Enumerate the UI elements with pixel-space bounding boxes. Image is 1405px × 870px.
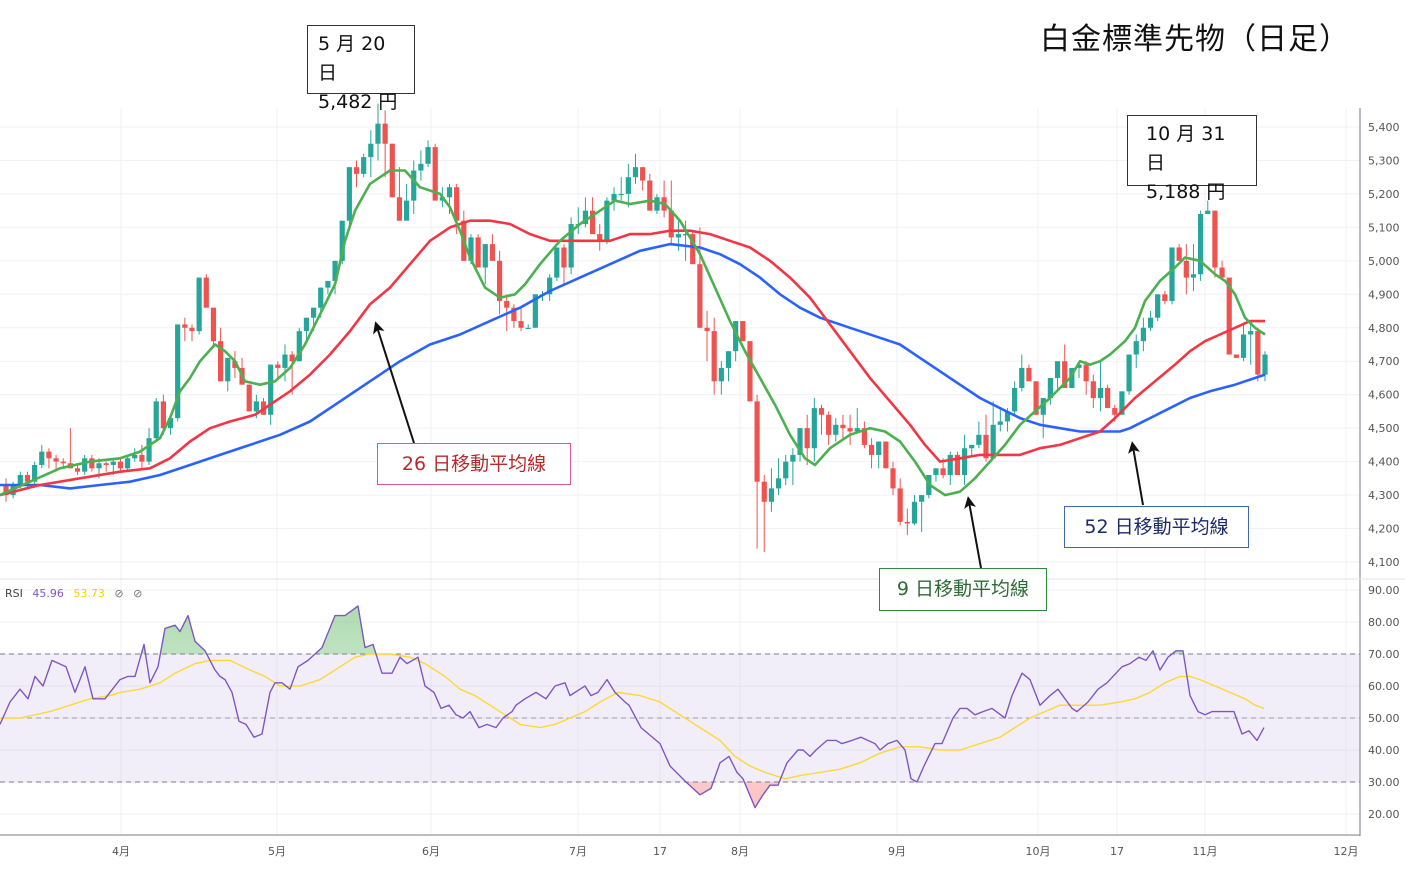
candlestick-series: [3, 103, 1268, 552]
rsi-lines: [0, 605, 1265, 809]
rsi-label: RSI: [5, 587, 23, 600]
price-tick: 4,100: [1368, 556, 1400, 569]
callout-price: 5,188 円: [1146, 181, 1226, 203]
rsi-tick: 20.00: [1368, 808, 1400, 821]
price-tick: 4,500: [1368, 422, 1400, 435]
rsi-tick: 30.00: [1368, 776, 1400, 789]
rsi-band: [0, 653, 1360, 783]
price-tick: 5,200: [1368, 188, 1400, 201]
time-tick: 8月: [731, 845, 749, 858]
ma26-label: 26 日移動平均線: [377, 443, 571, 485]
time-tick: 9月: [888, 845, 906, 858]
rsi-ma-value: 53.73: [73, 587, 105, 600]
callout-may-high: 5 月 20 日 5,482 円: [307, 25, 415, 113]
rsi-tick: 70.00: [1368, 648, 1400, 661]
chart-title: 白金標準先物（日足）: [1040, 22, 1350, 57]
price-tick: 4,700: [1368, 355, 1400, 368]
time-tick: 17: [653, 845, 667, 858]
axes: 5,400 5,300 5,200 5,100 5,000 4,900 4,800 4,700…: [0, 108, 1405, 870]
rsi-tick: 90.00: [1368, 584, 1400, 597]
time-tick: 12月: [1334, 845, 1359, 858]
rsi-legend[interactable]: RSI 45.96 53.73 ⊘ ⊘: [5, 587, 148, 600]
ma26-line: [0, 219, 1265, 497]
time-tick: 6月: [422, 845, 440, 858]
callout-oct-high: 10 月 31 日 5,188 円: [1127, 115, 1257, 203]
arrow-9ma: [964, 496, 982, 569]
arrow-52ma: [1128, 441, 1144, 506]
price-tick: 5,000: [1368, 255, 1400, 268]
hidden-icon[interactable]: ⊘: [114, 587, 124, 600]
price-tick: 5,100: [1368, 221, 1400, 234]
price-tick: 5,300: [1368, 154, 1400, 167]
time-tick: 11月: [1193, 845, 1218, 858]
annotation-arrows: [373, 321, 1144, 569]
rsi-tick: 50.00: [1368, 712, 1400, 725]
moving-average-lines: [0, 169, 1266, 497]
callout-date: 5 月 20 日: [318, 33, 386, 84]
time-tick: 4月: [112, 845, 130, 858]
rsi-value: 45.96: [32, 587, 64, 600]
ma9-label: 9 日移動平均線: [879, 568, 1047, 611]
hidden-icon[interactable]: ⊘: [133, 587, 143, 600]
price-tick: 4,300: [1368, 489, 1400, 502]
time-tick: 7月: [569, 845, 587, 858]
rsi-tick: 60.00: [1368, 680, 1400, 693]
ma9-line: [0, 169, 1266, 497]
rsi-ma-line: [0, 653, 1265, 780]
rsi-tick: 40.00: [1368, 744, 1400, 757]
ma52-line: [0, 242, 1266, 490]
price-tick: 4,400: [1368, 456, 1400, 469]
time-tick: 17: [1110, 845, 1124, 858]
callout-price: 5,482 円: [318, 91, 398, 113]
rsi-tick: 80.00: [1368, 616, 1400, 629]
price-tick: 4,900: [1368, 288, 1400, 301]
ma52-label: 52 日移動平均線: [1064, 506, 1249, 548]
price-tick: 5,400: [1368, 121, 1400, 134]
arrow-26ma: [373, 321, 415, 444]
price-tick: 4,600: [1368, 389, 1400, 402]
callout-date: 10 月 31 日: [1146, 123, 1226, 174]
time-tick: 5月: [268, 845, 286, 858]
price-tick: 4,800: [1368, 322, 1400, 335]
price-tick: 4,200: [1368, 523, 1400, 536]
time-tick: 10月: [1026, 845, 1051, 858]
rsi-line: [0, 605, 1265, 809]
